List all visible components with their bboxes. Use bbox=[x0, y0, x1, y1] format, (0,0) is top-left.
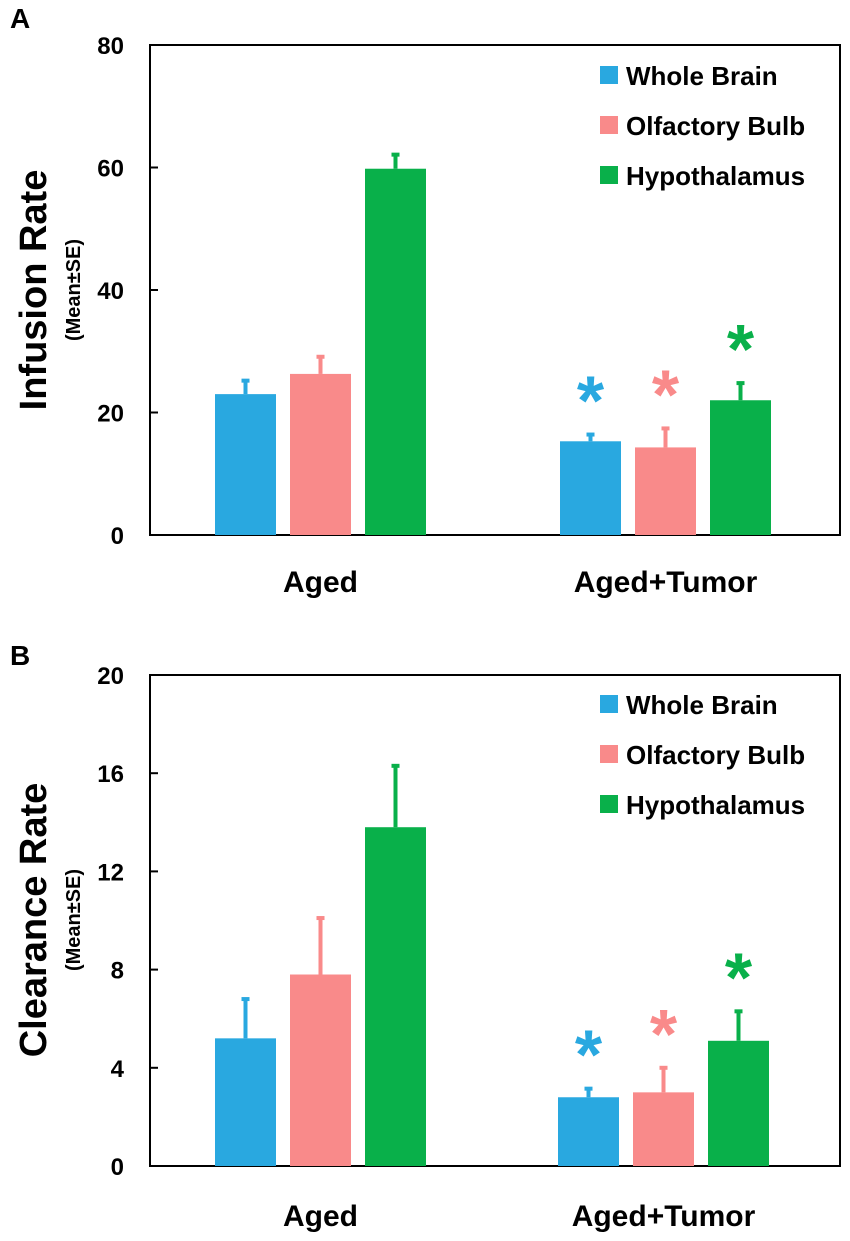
bar-hypothalamus bbox=[708, 1040, 769, 1166]
bar-olfactory-bulb bbox=[290, 373, 351, 535]
bar-olfactory-bulb bbox=[633, 1092, 694, 1166]
y-tick-label: 0 bbox=[111, 1154, 124, 1181]
panel-a: A Infusion Rate (Mean±SE) 0 20 40 60 80 Aged *… bbox=[10, 3, 841, 599]
y-axis-sublabel: (Mean±SE) bbox=[63, 239, 85, 341]
legend-label: Whole Brain bbox=[626, 690, 778, 720]
y-tick-label: 20 bbox=[97, 401, 124, 428]
x-category-label: Aged+Tumor bbox=[574, 566, 758, 599]
legend-label: Olfactory Bulb bbox=[626, 111, 805, 141]
bar-hypothalamus bbox=[365, 827, 426, 1166]
significance-star: * bbox=[650, 995, 678, 1073]
legend-label: Olfactory Bulb bbox=[626, 740, 805, 770]
x-category-label: Aged bbox=[283, 1200, 358, 1233]
y-tick-label: 8 bbox=[111, 958, 124, 985]
x-category-label: Aged bbox=[283, 566, 358, 599]
bar-hypothalamus bbox=[365, 168, 426, 535]
legend-swatch bbox=[600, 166, 618, 184]
legend-swatch bbox=[600, 745, 618, 763]
plot-frame bbox=[149, 674, 841, 1167]
legend-label: Whole Brain bbox=[626, 61, 778, 91]
legend-label: Hypothalamus bbox=[626, 161, 805, 191]
y-axis-label: Clearance Rate bbox=[13, 783, 55, 1058]
legend-swatch bbox=[600, 795, 618, 813]
legend-swatch bbox=[600, 116, 618, 134]
bar-whole-brain bbox=[558, 1097, 619, 1166]
x-category-label: Aged+Tumor bbox=[572, 1200, 756, 1233]
bar-whole-brain bbox=[560, 441, 621, 535]
panel-letter: B bbox=[10, 640, 30, 671]
significance-star: * bbox=[575, 1016, 603, 1094]
bar-olfactory-bulb bbox=[290, 974, 351, 1166]
bar-olfactory-bulb bbox=[635, 447, 696, 535]
legend-label: Hypothalamus bbox=[626, 790, 805, 820]
bar-whole-brain bbox=[215, 1038, 276, 1166]
bar-hypothalamus bbox=[710, 400, 771, 535]
y-tick-label: 40 bbox=[97, 278, 124, 305]
y-tick-label: 80 bbox=[97, 33, 124, 60]
y-tick-label: 4 bbox=[111, 1056, 125, 1083]
y-tick-label: 20 bbox=[97, 663, 124, 690]
y-tick-label: 12 bbox=[97, 859, 124, 886]
significance-star: * bbox=[725, 938, 753, 1016]
significance-star: * bbox=[577, 362, 605, 440]
significance-star: * bbox=[727, 310, 755, 388]
bar-whole-brain bbox=[215, 394, 276, 535]
y-tick-label: 0 bbox=[111, 523, 124, 550]
y-tick-label: 60 bbox=[97, 156, 124, 183]
y-axis-label: Infusion Rate bbox=[13, 170, 55, 411]
panel-letter: A bbox=[10, 3, 30, 34]
y-axis-sublabel: (Mean±SE) bbox=[63, 869, 85, 971]
y-tick-label: 16 bbox=[97, 761, 124, 788]
legend-swatch bbox=[600, 66, 618, 84]
panel-b: B Clearance Rate (Mean±SE) 0 4 8 12 16 20 Aged… bbox=[10, 640, 841, 1233]
significance-star: * bbox=[652, 355, 680, 433]
legend-swatch bbox=[600, 695, 618, 713]
